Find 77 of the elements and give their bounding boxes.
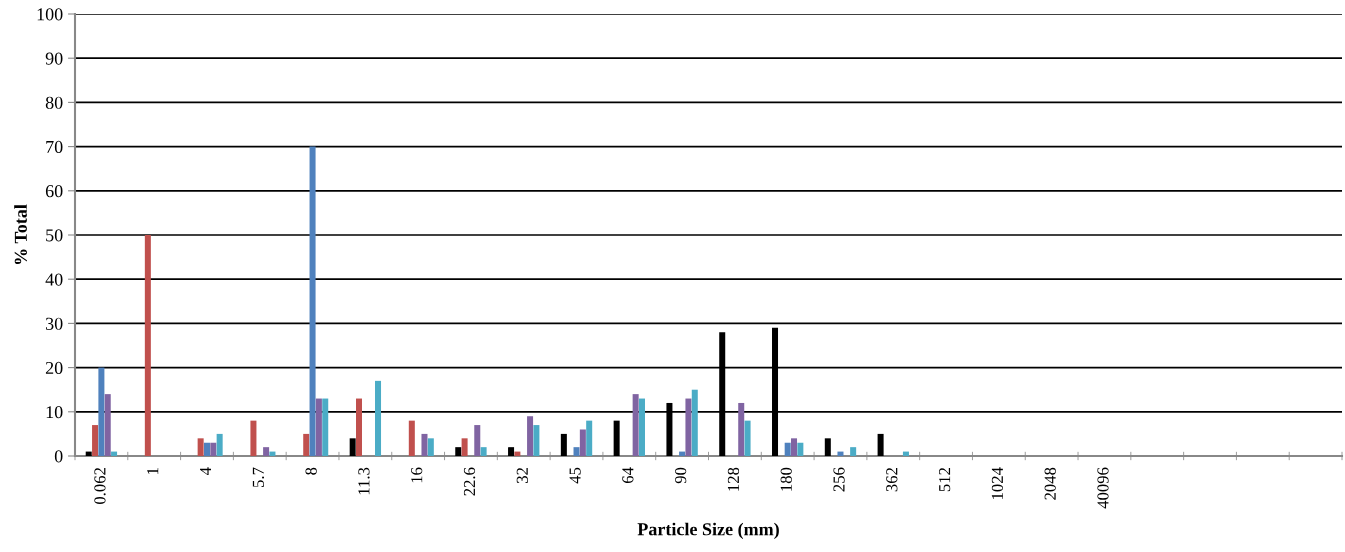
x-tick-label: 16 <box>411 467 423 483</box>
y-tick-label: 30 <box>46 317 63 330</box>
bar <box>586 420 593 456</box>
x-tick-label: 40096 <box>1097 467 1109 509</box>
bar <box>408 420 415 456</box>
bar <box>203 442 210 456</box>
y-tick-label: 70 <box>46 140 63 154</box>
bar <box>797 442 804 456</box>
bar <box>573 447 580 456</box>
y-tick-label: 0 <box>54 450 63 463</box>
bar <box>356 398 363 456</box>
bar <box>638 398 645 456</box>
bar <box>210 442 217 456</box>
bar <box>738 402 745 456</box>
bar <box>744 420 751 456</box>
y-tick-label: 80 <box>45 96 63 109</box>
bar <box>375 380 382 456</box>
bar <box>322 398 329 456</box>
y-axis-title: % Total <box>14 204 27 265</box>
x-tick-label: 1024 <box>991 467 1004 499</box>
x-tick-label: 90 <box>675 467 687 484</box>
bar <box>315 398 322 456</box>
bar <box>144 235 151 456</box>
bar <box>216 433 223 456</box>
bar <box>455 447 462 456</box>
x-tick-label: 256 <box>833 467 845 492</box>
bar <box>250 420 257 456</box>
y-tick-label: 90 <box>45 52 63 65</box>
x-tick-label: 4 <box>200 467 211 476</box>
x-tick-label: 8 <box>305 467 317 475</box>
bar <box>791 438 798 456</box>
bar <box>421 433 428 456</box>
bar <box>197 438 204 456</box>
x-tick-label: 5.7 <box>252 467 265 487</box>
x-tick-label: 180 <box>780 467 792 491</box>
bar <box>461 438 468 456</box>
bar <box>427 438 434 456</box>
x-tick-label: 64 <box>622 467 634 484</box>
bar <box>560 433 567 456</box>
bar <box>527 416 534 456</box>
bar <box>824 438 831 456</box>
x-tick-label: 362 <box>886 468 898 492</box>
x-tick-label: 0.062 <box>94 468 106 504</box>
x-tick-label: 128 <box>727 467 740 491</box>
bar <box>474 425 481 456</box>
y-tick-label: 100 <box>37 8 63 21</box>
bar <box>309 146 316 456</box>
y-tick-label: 10 <box>46 406 63 419</box>
bar <box>92 425 99 456</box>
y-tick-label: 40 <box>45 273 63 286</box>
bar <box>263 447 270 456</box>
x-tick-label: 512 <box>939 468 951 492</box>
bar <box>784 442 791 456</box>
y-tick-label: 60 <box>45 185 63 198</box>
x-tick-label: 32 <box>516 468 528 483</box>
bar <box>533 425 540 456</box>
x-axis-title: Particle Size (mm) <box>637 522 779 540</box>
x-tick-label: 1 <box>147 468 159 474</box>
y-tick-label: 50 <box>46 229 63 242</box>
bar <box>613 420 620 456</box>
bar <box>303 433 310 456</box>
bar <box>850 447 857 456</box>
bar <box>98 367 105 456</box>
bar <box>508 447 515 456</box>
x-tick-label: 11.3 <box>358 467 370 495</box>
bar <box>685 398 692 456</box>
bar <box>480 447 487 456</box>
bar <box>104 394 111 456</box>
bar <box>579 429 586 456</box>
bar <box>632 394 639 456</box>
x-tick-label: 22.6 <box>463 467 476 496</box>
x-tick-label: 2048 <box>1044 467 1056 500</box>
x-tick-label: 45 <box>569 467 581 484</box>
bar <box>691 389 698 456</box>
bar <box>349 438 356 456</box>
y-tick-label: 20 <box>45 361 63 375</box>
bar <box>877 433 884 456</box>
